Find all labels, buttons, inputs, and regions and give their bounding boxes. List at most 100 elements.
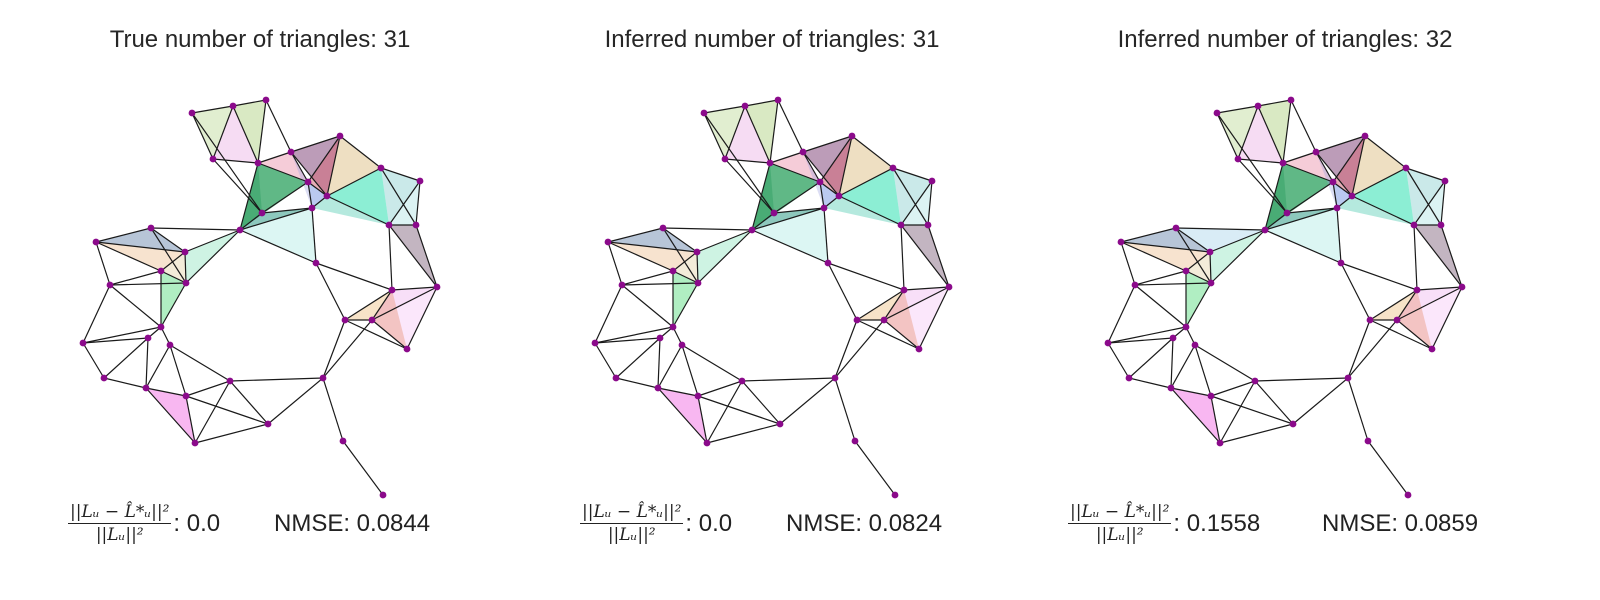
triangle-face [372, 290, 407, 349]
graph-node [1344, 374, 1352, 382]
graph-edge [1290, 99, 1317, 153]
graph-edge [856, 319, 920, 350]
graph-node [848, 132, 856, 140]
graph-inferred-1 [591, 96, 953, 499]
graph-edge [415, 224, 438, 288]
graph-edge [1257, 105, 1284, 164]
graph-edge [607, 241, 674, 272]
graph-edge [1336, 207, 1342, 264]
triangle-face [213, 106, 258, 163]
graph-node [226, 377, 234, 385]
graph-edge [95, 227, 152, 243]
graph-edge [681, 344, 743, 382]
graph-node [928, 177, 936, 185]
graph-node [703, 439, 711, 447]
graph-edge [1416, 286, 1463, 291]
graph-edge [594, 326, 674, 344]
graph-node [341, 316, 349, 324]
triangle-face [96, 242, 185, 271]
graph-node [853, 316, 861, 324]
graph-node [915, 345, 923, 353]
graph-edge [773, 207, 825, 214]
triangle-face [608, 242, 697, 271]
graph-edge [819, 181, 840, 197]
graph-edge [697, 395, 708, 444]
triangle-face [745, 100, 778, 163]
formula-fraction: ||Lᵤ − L̂*ᵤ||² ||Lᵤ||² [580, 502, 684, 545]
graph-node [612, 374, 620, 382]
graph-node [669, 323, 677, 331]
graph-edge [1347, 319, 1398, 379]
graph-node [1366, 316, 1374, 324]
graph-edge [194, 423, 269, 444]
graph-edge [191, 105, 234, 114]
graph-edge [239, 207, 313, 231]
triangle-face [161, 271, 186, 327]
graph-edge [744, 99, 779, 107]
triangle-face [233, 100, 266, 163]
triangle-face [1283, 152, 1333, 182]
graph-edge [1254, 380, 1294, 425]
graph-node [831, 374, 839, 382]
graph-edge [834, 319, 858, 379]
graph-node [1261, 226, 1269, 234]
graph-edge [744, 105, 771, 164]
graph-edge [621, 270, 674, 286]
triangle-face [1352, 168, 1414, 225]
graph-edge [672, 270, 699, 284]
graph-node [1206, 248, 1214, 256]
graph-edge [697, 395, 781, 425]
triangle-face [1186, 271, 1211, 327]
graph-edge [290, 151, 309, 183]
graph-edge [1286, 181, 1334, 214]
graph-edge [903, 286, 950, 291]
graph-node [433, 283, 441, 291]
triangle-face [240, 208, 316, 263]
graph-edge [1282, 99, 1292, 164]
triangle-face [308, 182, 327, 208]
graph-edge [823, 207, 829, 264]
graph-edge [185, 229, 241, 284]
graph-edge [706, 423, 781, 444]
panel-true: True number of triangles: 31 ||Lᵤ − L̂*ᵤ… [0, 0, 520, 600]
graph-node [100, 374, 108, 382]
triangle-face [258, 152, 308, 182]
graph-node [254, 159, 262, 167]
graph-edge [1210, 395, 1221, 444]
graph-node [694, 392, 702, 400]
triangle-face [372, 287, 437, 349]
graph-edge [769, 99, 779, 164]
triangle-face [192, 106, 233, 159]
triangle-face [1337, 196, 1414, 225]
graph-edge [900, 224, 905, 291]
graph-edge [662, 227, 699, 284]
graph-node [166, 341, 174, 349]
graph-node [678, 341, 686, 349]
graph-edge [184, 229, 241, 253]
formula-value: : 0.0 [685, 509, 733, 537]
graph-edge [290, 135, 341, 153]
graph-node [308, 204, 316, 212]
graph-edge [212, 158, 263, 214]
formula-numerator: ||Lᵤ − L̂*ᵤ||² [68, 502, 172, 524]
graph-node [1437, 221, 1445, 229]
graph-node [1289, 420, 1297, 428]
graph-edge [1219, 423, 1294, 444]
panel-inferred-2: Inferred number of triangles: 32 ||Lᵤ − … [1025, 0, 1545, 600]
graph-edge [777, 99, 804, 153]
graph-node [304, 178, 312, 186]
graph-edge [1175, 227, 1212, 284]
graph-edge [1340, 262, 1371, 321]
triangle-face [725, 106, 770, 163]
graph-edge [145, 387, 196, 444]
graph-node [1216, 439, 1224, 447]
triangle-face [884, 287, 949, 349]
graph-node [770, 209, 778, 217]
graph-edge [1175, 227, 1211, 253]
graph-edge [229, 377, 324, 382]
graph-edge [883, 289, 905, 321]
graph-edge [838, 135, 853, 197]
graph-edge [1257, 99, 1292, 107]
graph-node [377, 164, 385, 172]
graph-edge [802, 151, 840, 197]
